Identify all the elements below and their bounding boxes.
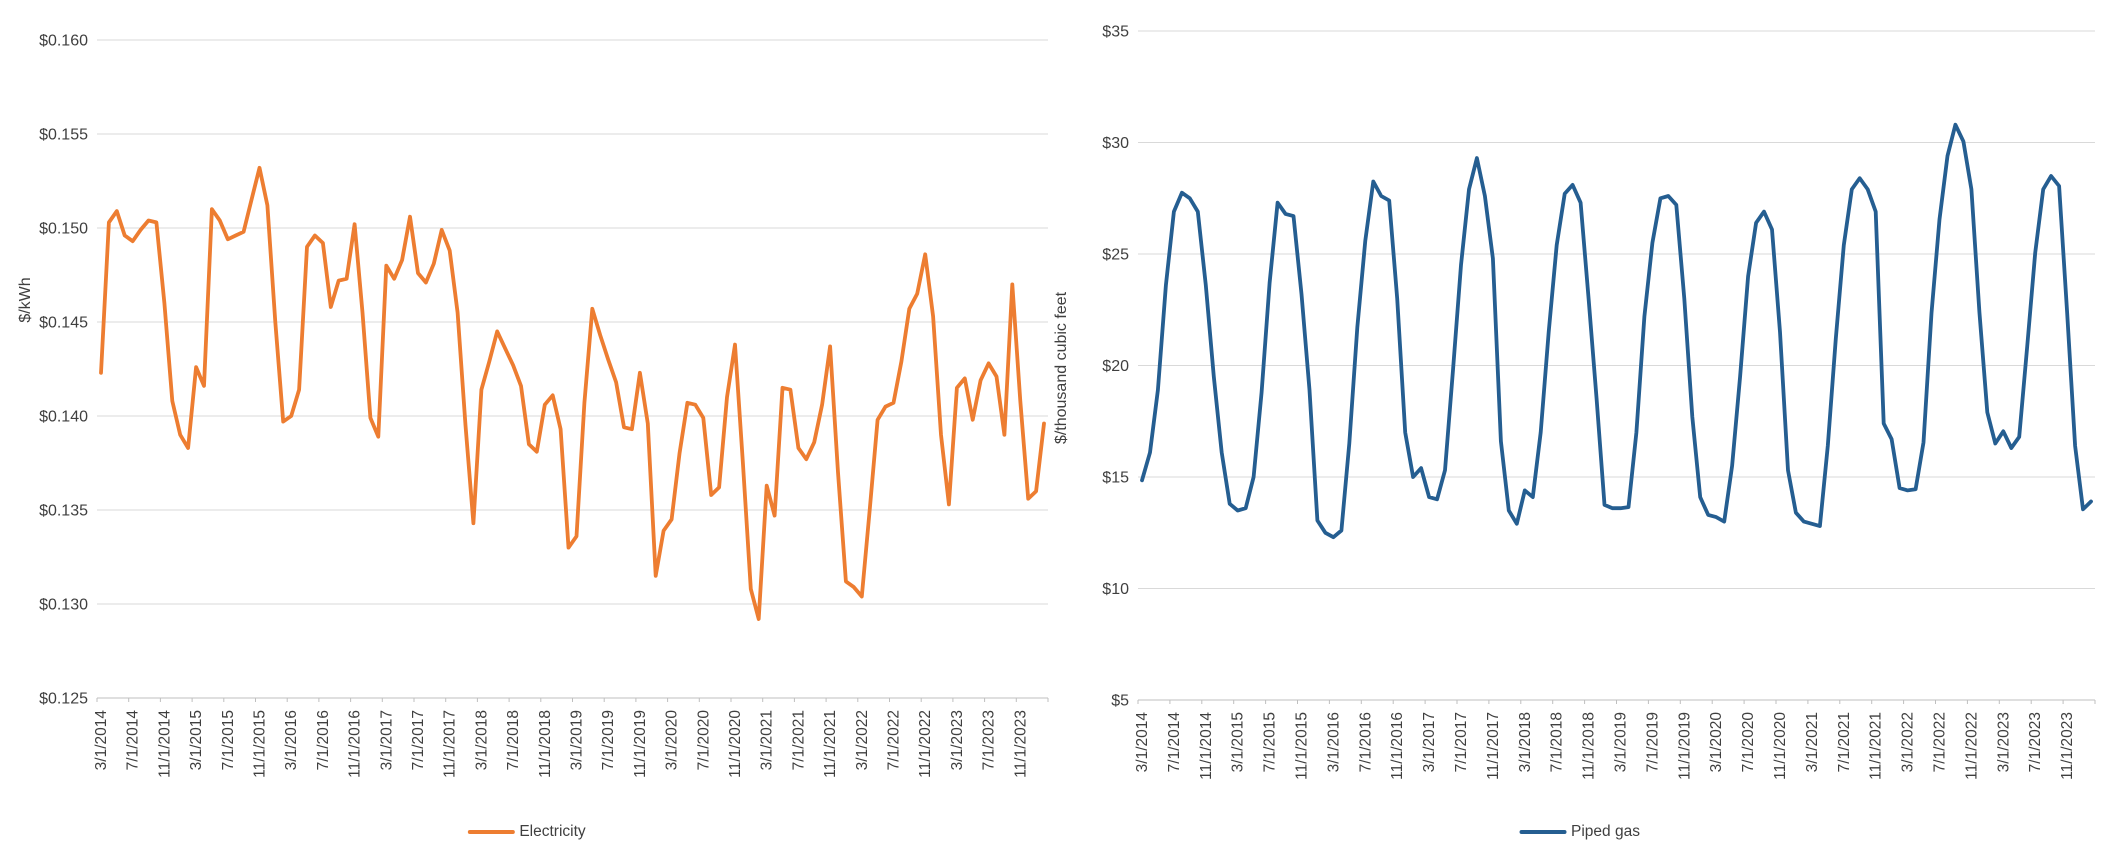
x-tick-label: 7/1/2023: [981, 710, 998, 770]
piped-gas-legend: Piped gas: [1519, 823, 1640, 841]
x-tick-label: 11/1/2018: [537, 710, 554, 778]
x-tick-label: 3/1/2021: [1804, 712, 1821, 772]
x-tick-label: 11/1/2015: [1293, 712, 1310, 780]
x-tick-label: 11/1/2016: [1389, 712, 1406, 780]
x-tick-label: 7/1/2017: [1453, 712, 1470, 772]
y-tick-label: $0.135: [39, 503, 88, 520]
x-tick-label: 3/1/2021: [759, 710, 776, 770]
electricity-y-axis-title: $/kWh: [17, 277, 34, 322]
x-tick-label: 7/1/2022: [885, 710, 902, 770]
x-tick-label: 11/1/2021: [1868, 712, 1885, 780]
x-tick-label: 7/1/2019: [1644, 712, 1661, 772]
x-tick-label: 3/1/2023: [1995, 712, 2012, 772]
piped-gas-chart: $5 $10 $15 $20 $25 $30 $35 3/1/2014 7/1/2014 11/1…: [1053, 0, 2106, 855]
x-tick-label: 7/1/2023: [2027, 712, 2044, 772]
y-tick-label: $30: [1102, 135, 1129, 152]
x-tick-label: 3/1/2016: [283, 710, 300, 770]
x-tick-label: 3/1/2020: [1708, 712, 1725, 773]
x-tick-label: 7/1/2015: [1262, 712, 1279, 772]
x-tick-label: 11/1/2022: [917, 710, 934, 778]
x-tick-label: 7/1/2014: [1166, 712, 1183, 773]
x-tick-label: 7/1/2021: [790, 710, 807, 770]
x-tick-label: 3/1/2022: [1900, 712, 1917, 772]
y-tick-label: $20: [1102, 358, 1129, 375]
x-tick-label: 7/1/2014: [125, 710, 142, 771]
x-tick-label: 7/1/2021: [1836, 712, 1853, 772]
x-tick-label: 11/1/2023: [2059, 712, 2076, 780]
x-tick-label: 7/1/2019: [600, 710, 617, 770]
electricity-plot: $0.125 $0.130 $0.135 $0.140 $0.145 $0.150 $0.1…: [17, 33, 1049, 778]
y-tick-label: $35: [1102, 24, 1129, 41]
piped-gas-y-axis-title: $/thousand cubic feet: [1053, 291, 1070, 444]
piped-gas-legend-swatch: [1519, 830, 1567, 834]
x-tick-label: 11/1/2019: [1676, 712, 1693, 780]
x-tick-label: 7/1/2017: [410, 710, 427, 770]
x-tick-label: 3/1/2023: [949, 710, 966, 770]
x-tick-label: 7/1/2018: [505, 710, 522, 770]
electricity-legend-swatch: [467, 830, 515, 834]
x-tick-label: 3/1/2017: [378, 710, 395, 770]
x-tick-label: 3/1/2016: [1325, 712, 1342, 772]
piped-gas-legend-label: Piped gas: [1571, 823, 1640, 840]
x-tick-label: 7/1/2016: [315, 710, 332, 770]
y-tick-label: $15: [1102, 470, 1129, 487]
x-tick-label: 3/1/2019: [568, 710, 585, 770]
x-tick-label: 11/1/2014: [156, 710, 173, 778]
electricity-legend: Electricity: [467, 823, 586, 841]
y-tick-label: $0.145: [39, 315, 88, 332]
x-tick-label: 11/1/2020: [1772, 712, 1789, 780]
y-tick-label: $0.130: [39, 597, 88, 614]
x-tick-label: 11/1/2015: [251, 710, 268, 778]
x-tick-label: 3/1/2022: [854, 710, 871, 770]
electricity-chart: $0.125 $0.130 $0.135 $0.140 $0.145 $0.150 $0.1…: [17, 33, 1049, 841]
x-tick-label: 3/1/2015: [1230, 712, 1247, 772]
x-tick-label: 3/1/2018: [1517, 712, 1534, 772]
x-tick-label: 3/1/2014: [93, 710, 110, 771]
x-tick-label: 11/1/2017: [442, 710, 459, 778]
y-tick-label: $0.125: [39, 691, 88, 708]
x-tick-label: 11/1/2021: [822, 710, 839, 778]
x-tick-label: 11/1/2019: [632, 710, 649, 778]
y-tick-label: $25: [1102, 247, 1129, 264]
y-tick-label: $0.160: [39, 33, 88, 50]
x-tick-label: 3/1/2019: [1612, 712, 1629, 772]
x-tick-label: 3/1/2018: [473, 710, 490, 770]
y-tick-label: $0.150: [39, 221, 88, 238]
piped-gas-line: [1140, 122, 2093, 540]
x-tick-label: 3/1/2020: [664, 710, 681, 771]
x-tick-label: 11/1/2022: [1963, 712, 1980, 780]
y-tick-label: $0.140: [39, 409, 88, 426]
x-tick-label: 11/1/2017: [1485, 712, 1502, 780]
x-tick-label: 11/1/2014: [1198, 712, 1215, 780]
x-tick-label: 11/1/2018: [1581, 712, 1598, 780]
x-tick-label: 11/1/2016: [347, 710, 364, 778]
x-tick-label: 7/1/2016: [1357, 712, 1374, 772]
x-tick-label: 7/1/2015: [220, 710, 237, 770]
x-tick-label: 11/1/2020: [727, 710, 744, 778]
x-tick-label: 7/1/2020: [695, 710, 712, 771]
y-tick-label: $10: [1102, 581, 1129, 598]
piped-gas-plot: $5 $10 $15 $20 $25 $30 $35 3/1/2014 7/1/2014 11/1…: [1053, 24, 2096, 780]
x-tick-label: 11/1/2023: [1012, 710, 1029, 778]
electricity-legend-label: Electricity: [519, 823, 586, 840]
x-tick-label: 7/1/2018: [1549, 712, 1566, 772]
x-tick-label: 3/1/2015: [188, 710, 205, 770]
x-tick-label: 3/1/2014: [1134, 712, 1151, 773]
x-tick-label: 7/1/2022: [1931, 712, 1948, 772]
y-tick-label: $0.155: [39, 127, 88, 144]
x-tick-label: 3/1/2017: [1421, 712, 1438, 772]
x-tick-label: 7/1/2020: [1740, 712, 1757, 773]
electricity-line: [99, 165, 1046, 621]
y-tick-label: $5: [1111, 693, 1129, 710]
